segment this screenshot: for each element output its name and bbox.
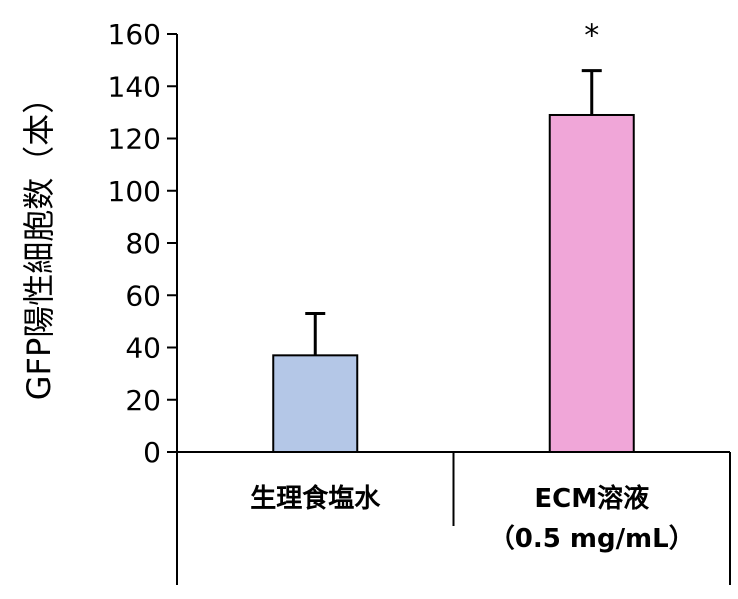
category-labels: 生理食塩水 ECM溶液 （0.5 mg/mL） bbox=[250, 483, 695, 554]
significance-marker: * bbox=[584, 19, 599, 54]
y-tick-label: 60 bbox=[125, 279, 161, 312]
category-label: （0.5 mg/mL） bbox=[489, 524, 695, 554]
y-axis-ticks bbox=[167, 33, 177, 453]
y-axis-tick-labels: 0 20 40 60 80 100 120 140 160 bbox=[108, 18, 161, 469]
bars: * bbox=[272, 19, 635, 454]
category-label: ECM溶液 bbox=[534, 483, 649, 514]
axes bbox=[176, 34, 731, 585]
y-tick-label: 160 bbox=[108, 18, 161, 51]
y-tick-label: 40 bbox=[125, 332, 161, 365]
y-tick-label: 80 bbox=[125, 227, 161, 260]
y-tick-label: 120 bbox=[108, 123, 161, 156]
category-label: 生理食塩水 bbox=[250, 483, 381, 514]
y-tick-label: 0 bbox=[143, 436, 161, 469]
y-tick-label: 20 bbox=[125, 384, 161, 417]
y-axis-title: GFP陽性細胞数（本） bbox=[20, 82, 58, 401]
bar bbox=[272, 354, 359, 453]
y-tick-label: 100 bbox=[108, 175, 161, 208]
bar bbox=[548, 113, 635, 454]
y-tick-label: 140 bbox=[108, 70, 161, 103]
